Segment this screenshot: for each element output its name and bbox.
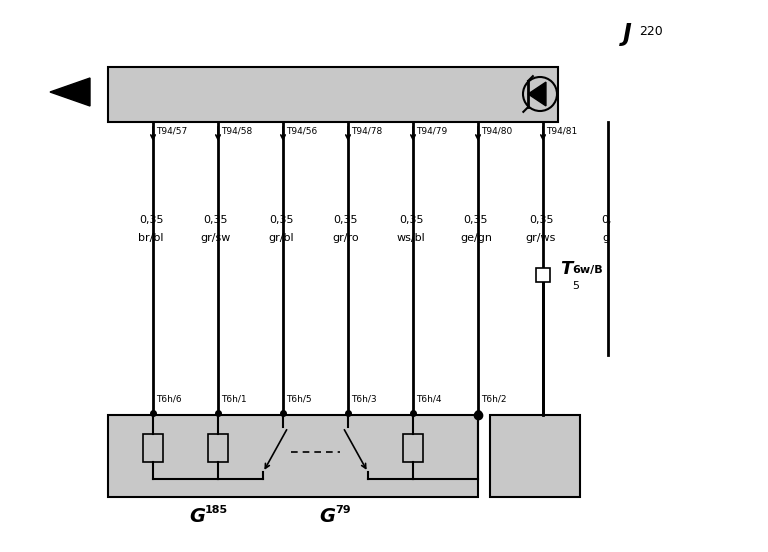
Text: gr/ro: gr/ro <box>333 233 359 243</box>
Text: ge/gn: ge/gn <box>460 233 492 243</box>
Text: T94/81: T94/81 <box>546 127 578 136</box>
Bar <box>108 415 478 497</box>
Text: g: g <box>602 233 610 243</box>
Text: 0,35: 0,35 <box>528 215 553 225</box>
Text: T6h/2: T6h/2 <box>481 394 507 403</box>
Bar <box>403 434 423 462</box>
Text: 0,35: 0,35 <box>204 215 228 225</box>
Polygon shape <box>50 78 90 106</box>
Text: 0,35: 0,35 <box>269 215 293 225</box>
Text: T6h/1: T6h/1 <box>221 394 247 403</box>
Text: T94/56: T94/56 <box>286 127 317 136</box>
Polygon shape <box>528 82 546 106</box>
Text: J: J <box>623 22 632 46</box>
Text: T94/80: T94/80 <box>481 127 512 136</box>
Text: T94/79: T94/79 <box>416 127 447 136</box>
Text: 6w/B: 6w/B <box>572 265 603 275</box>
Text: T94/78: T94/78 <box>351 127 382 136</box>
Text: T6h/5: T6h/5 <box>286 394 312 403</box>
Text: 220: 220 <box>639 25 663 38</box>
Text: T6h/4: T6h/4 <box>416 394 442 403</box>
Text: T6h/6: T6h/6 <box>156 394 181 403</box>
Text: gr/sw: gr/sw <box>200 233 231 243</box>
Bar <box>490 415 580 497</box>
Text: 5: 5 <box>572 281 579 291</box>
Text: G: G <box>319 507 335 526</box>
Text: 0,35: 0,35 <box>334 215 358 225</box>
Text: gr/bl: gr/bl <box>268 233 294 243</box>
Text: gr/ws: gr/ws <box>526 233 556 243</box>
Text: 185: 185 <box>205 505 228 515</box>
Text: 0,35: 0,35 <box>464 215 488 225</box>
Text: T94/58: T94/58 <box>221 127 252 136</box>
Text: T6h/3: T6h/3 <box>351 394 376 403</box>
Text: 0,: 0, <box>601 215 611 225</box>
Text: G: G <box>189 507 205 526</box>
Text: 79: 79 <box>335 505 351 515</box>
Text: 0,35: 0,35 <box>399 215 423 225</box>
Bar <box>143 434 163 462</box>
Text: T94/57: T94/57 <box>156 127 187 136</box>
Text: ws/bl: ws/bl <box>396 233 425 243</box>
Text: T: T <box>560 260 572 278</box>
Text: 0,35: 0,35 <box>139 215 164 225</box>
Text: br/bl: br/bl <box>138 233 164 243</box>
Bar <box>536 268 550 282</box>
Bar <box>108 67 558 122</box>
Bar <box>208 434 228 462</box>
